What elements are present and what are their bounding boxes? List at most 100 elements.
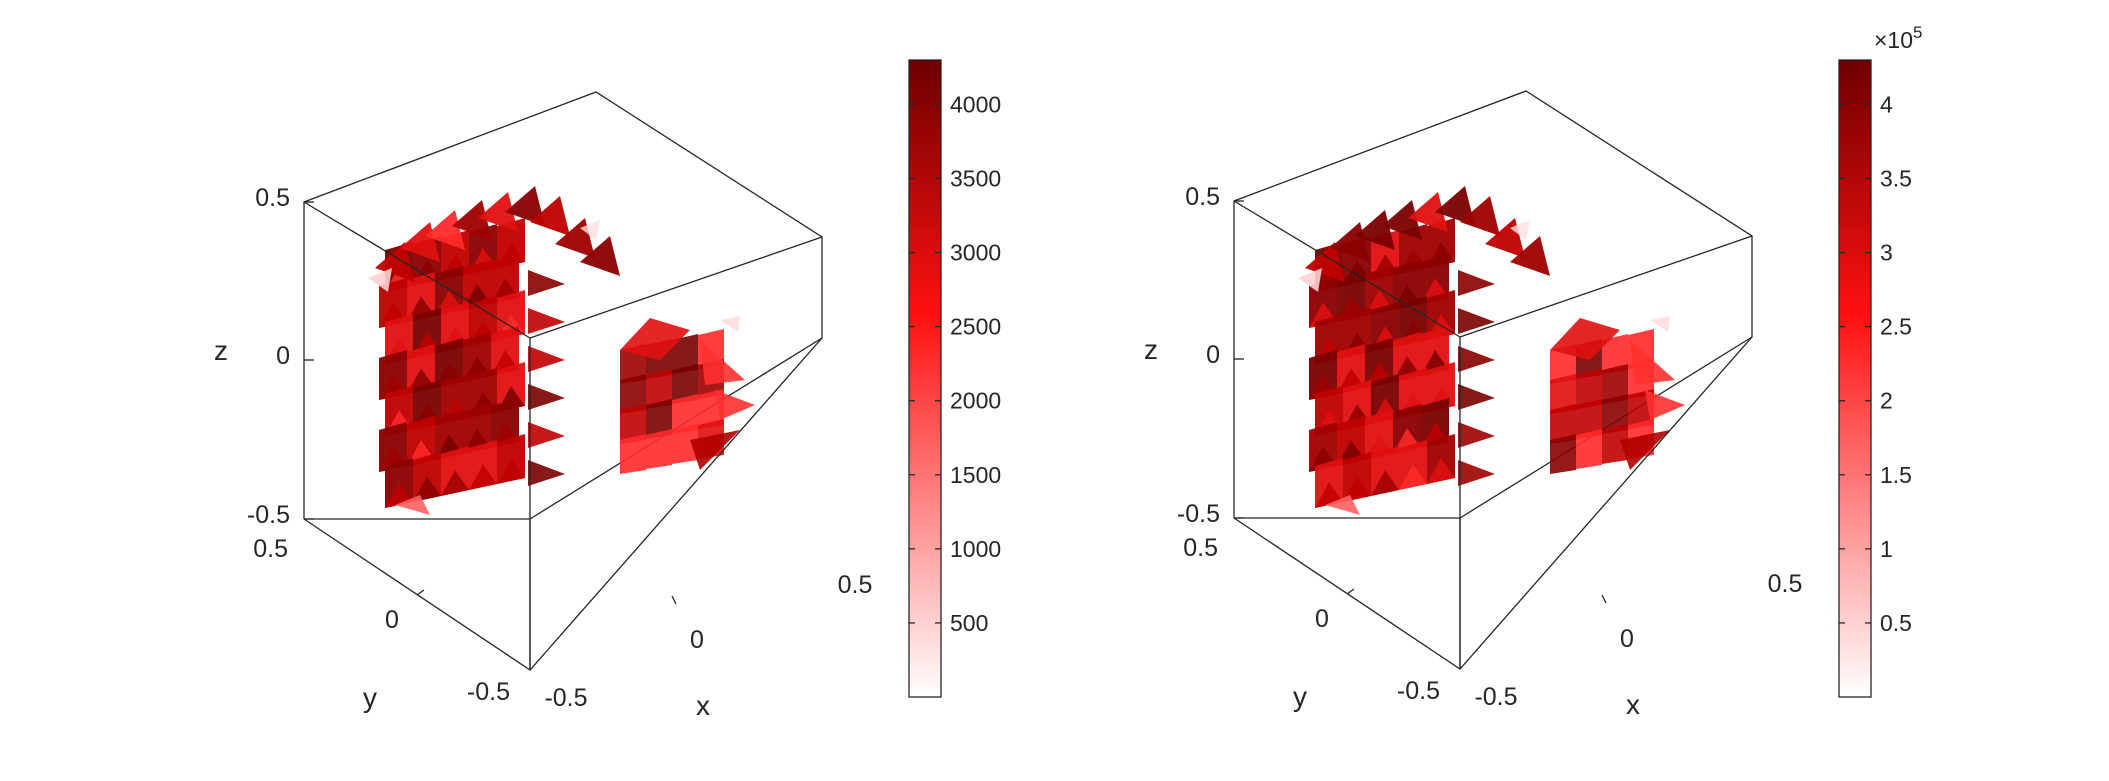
right-x-tick-mid: 0 [1620, 625, 1634, 653]
voxel-face [1550, 374, 1576, 414]
left-y-tick-low: -0.5 [467, 678, 510, 706]
voxel-spike [1458, 346, 1495, 372]
colorbar-tick-label: 1500 [950, 462, 1001, 488]
left-y-axis-label: y [363, 682, 377, 713]
voxel-face [1576, 399, 1602, 439]
left-plot: 0.5 0 -0.5 0.5 0 -0.5 -0.5 0 0.5 z y x 5… [214, 59, 1001, 721]
voxel-face [1427, 458, 1455, 484]
colorbar-tick-label: 1.5 [1880, 462, 1912, 488]
voxel-face [620, 404, 646, 444]
right-z-tick-high: 0.5 [1185, 183, 1220, 211]
right-x-axis-label: x [1626, 689, 1640, 720]
voxel-spike [505, 186, 545, 226]
voxel-face [1371, 470, 1399, 496]
voxel-spike [1645, 390, 1685, 420]
voxel-fringe [1298, 268, 1322, 292]
colorbar-tick-label: 2.5 [1880, 314, 1912, 340]
voxel-face [1399, 464, 1427, 490]
voxel-spike [1355, 210, 1395, 250]
voxel-fringe [1325, 495, 1360, 515]
voxel-spike [375, 242, 415, 282]
left-x-tick-low: -0.5 [544, 684, 587, 712]
right-z-axis-label: z [1144, 334, 1158, 365]
voxel-face [672, 394, 698, 434]
right-y-tick-low: -0.5 [1397, 677, 1440, 705]
right-colorbar-ticks: 0.5 1 1.5 2 2.5 3 3.5 4 [1839, 91, 1912, 636]
left-colorbar-ticks: 500 1000 1500 2000 2500 3000 3500 4000 [909, 91, 1001, 636]
colorbar-tick-label: 4 [1880, 91, 1893, 117]
voxel-face [469, 464, 497, 490]
voxel-spike [528, 308, 565, 334]
colorbar-tick-label: 4000 [950, 91, 1001, 117]
voxel-face [672, 364, 698, 404]
voxel-spike [1458, 308, 1495, 334]
voxel-spike [1435, 186, 1475, 226]
left-x-tick-high: 0.5 [838, 571, 873, 599]
voxel-face [672, 334, 698, 374]
voxel-spike [528, 346, 565, 372]
voxel-spike [1458, 384, 1495, 410]
left-z-axis-label: z [214, 335, 228, 366]
voxel-spike [1382, 200, 1422, 240]
right-y-tick-mid: 0 [1315, 605, 1329, 633]
right-colorbar: 0.5 1 1.5 2 2.5 3 3.5 4 ×105 [1838, 23, 1922, 698]
colorbar-tick-label: 3500 [950, 166, 1001, 192]
voxel-face [1576, 369, 1602, 409]
voxel-spike [690, 430, 740, 470]
right-z-tick-mid: 0 [1206, 341, 1220, 369]
right-z-tick-low: -0.5 [1177, 500, 1220, 528]
voxel-face [620, 318, 690, 360]
left-z-tick-high: 0.5 [255, 184, 290, 212]
voxel-spike [1510, 236, 1550, 276]
voxel-fringe [1650, 316, 1670, 332]
right-plot: 0.5 0 -0.5 0.5 0 -0.5 -0.5 0 0.5 z y x 0… [1144, 23, 1922, 720]
voxel-spike [1630, 340, 1675, 385]
colorbar-tick-label: 2500 [950, 314, 1001, 340]
voxel-spike [528, 270, 565, 296]
right-colorbar-exponent: ×105 [1874, 23, 1922, 53]
voxel-face [672, 424, 698, 464]
right-tick-marks [1234, 200, 1607, 604]
voxel-spike [1620, 430, 1670, 470]
voxel-face [1550, 434, 1576, 474]
left-colorbar: 500 1000 1500 2000 2500 3000 3500 4000 [908, 59, 1001, 698]
voxel-spike [700, 340, 745, 385]
colorbar-tick-label: 3000 [950, 240, 1001, 266]
left-x-axis-label: x [696, 690, 710, 721]
left-y-tick-mid: 0 [385, 606, 399, 634]
right-x-tick-high: 0.5 [1768, 570, 1803, 598]
voxel-spike [715, 390, 755, 420]
voxel-spike [1458, 270, 1495, 296]
voxel-spike [478, 192, 518, 232]
voxel-face [1550, 404, 1576, 444]
left-x-tick-mid: 0 [690, 626, 704, 654]
voxel-face [1602, 364, 1628, 404]
voxel-spike [580, 236, 620, 276]
left-z-tick-low: -0.5 [247, 501, 290, 529]
voxel-fringe [580, 220, 600, 240]
voxel-spike [1458, 422, 1495, 448]
voxel-fringe [368, 268, 392, 292]
colorbar-tick-label: 2 [1880, 388, 1893, 414]
voxel-spike [528, 422, 565, 448]
right-x-tick-low: -0.5 [1474, 683, 1517, 711]
voxel-spike [425, 210, 465, 250]
left-tick-marks [304, 201, 677, 605]
voxel-spike [530, 196, 570, 236]
colorbar-tick-label: 0.5 [1880, 610, 1912, 636]
voxel-face [1550, 318, 1620, 360]
colorbar-tick-label: 2000 [950, 388, 1001, 414]
voxel-fringe [395, 495, 430, 515]
voxel-spike [1458, 460, 1495, 486]
voxel-face [1602, 394, 1628, 434]
voxel-face [1576, 429, 1602, 469]
voxel-face [620, 374, 646, 414]
left-z-tick-mid: 0 [276, 342, 290, 370]
voxel-fringe [720, 316, 740, 332]
colorbar-tick-label: 1 [1880, 536, 1893, 562]
voxel-face [646, 429, 672, 469]
right-y-tick-high: 0.5 [1183, 534, 1218, 562]
voxel-spike [528, 460, 565, 486]
voxel-spike [1408, 192, 1448, 232]
